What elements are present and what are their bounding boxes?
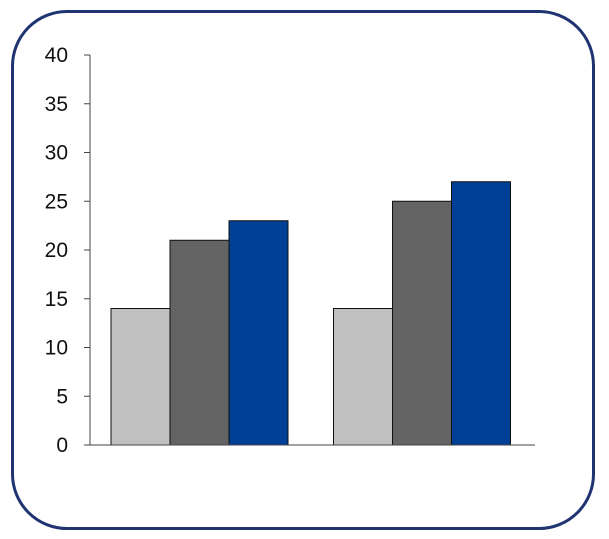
y-tick-label: 40	[45, 44, 68, 67]
bar-series-3-group-2	[451, 181, 511, 446]
y-ticks-group: 0 5 10 15 20 25 30 35 40	[45, 44, 90, 457]
bar-series-3-group-1	[228, 220, 289, 446]
bar-series-1-group-1	[110, 308, 171, 446]
bar-series-2-group-2	[392, 200, 452, 446]
y-tick-label: 35	[45, 93, 68, 116]
y-tick-label: 5	[56, 385, 68, 408]
y-tick-label: 30	[45, 142, 68, 165]
y-tick-label: 10	[45, 337, 68, 360]
bar-series-2-group-1	[169, 239, 230, 446]
bars-group	[110, 181, 511, 446]
y-tick-label: 25	[45, 190, 68, 213]
y-tick-label: 0	[56, 434, 68, 457]
y-tick-label: 20	[45, 239, 68, 262]
y-tick-label: 15	[45, 288, 68, 311]
bar-series-1-group-2	[333, 308, 393, 446]
